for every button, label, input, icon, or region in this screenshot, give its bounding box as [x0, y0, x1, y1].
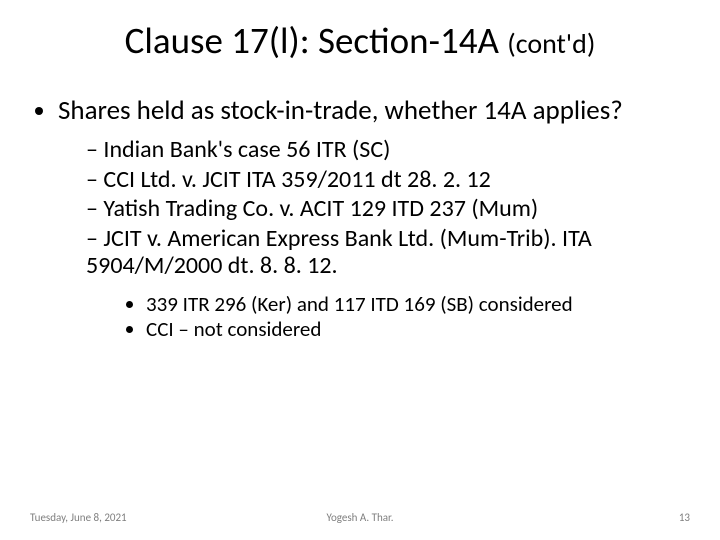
bullet-text: Indian Bank's case 56 ITR (SC): [103, 135, 390, 164]
footer-author: Yogesh A. Thar.: [30, 511, 690, 524]
list-item: Indian Bank's case 56 ITR (SC): [86, 136, 690, 164]
slide-title: Clause 17(l): Section-14A (cont'd): [0, 18, 720, 63]
list-item: Shares held as stock-in-trade, whether 1…: [58, 95, 690, 341]
list-item: JCIT v. American Express Bank Ltd. (Mum-…: [86, 225, 690, 341]
title-main: Clause 17(l): Section-14A: [125, 18, 508, 63]
bullet-text: Shares held as stock-in-trade, whether 1…: [58, 94, 623, 127]
bullet-text: JCIT v. American Express Bank Ltd. (Mum-…: [86, 224, 592, 281]
bullet-list-level1: Shares held as stock-in-trade, whether 1…: [30, 95, 690, 341]
bullet-text: CCI Ltd. v. JCIT ITA 359/2011 dt 28. 2. …: [103, 165, 490, 194]
slide-body: Shares held as stock-in-trade, whether 1…: [30, 95, 690, 347]
title-suffix: (cont'd): [507, 26, 595, 61]
slide: Clause 17(l): Section-14A (cont'd) Share…: [0, 0, 720, 540]
list-item: 339 ITR 296 (Ker) and 117 ITD 169 (SB) c…: [146, 292, 690, 316]
bullet-list-level2: Indian Bank's case 56 ITR (SC) CCI Ltd. …: [58, 136, 690, 341]
bullet-list-level3: 339 ITR 296 (Ker) and 117 ITD 169 (SB) c…: [86, 292, 690, 341]
footer-page-number: 13: [679, 511, 690, 524]
list-item: CCI Ltd. v. JCIT ITA 359/2011 dt 28. 2. …: [86, 166, 690, 194]
list-item: CCI – not considered: [146, 317, 690, 341]
list-item: Yatish Trading Co. v. ACIT 129 ITD 237 (…: [86, 195, 690, 223]
bullet-text: CCI – not considered: [146, 316, 321, 342]
bullet-text: Yatish Trading Co. v. ACIT 129 ITD 237 (…: [103, 194, 538, 223]
bullet-text: 339 ITR 296 (Ker) and 117 ITD 169 (SB) c…: [146, 291, 573, 317]
